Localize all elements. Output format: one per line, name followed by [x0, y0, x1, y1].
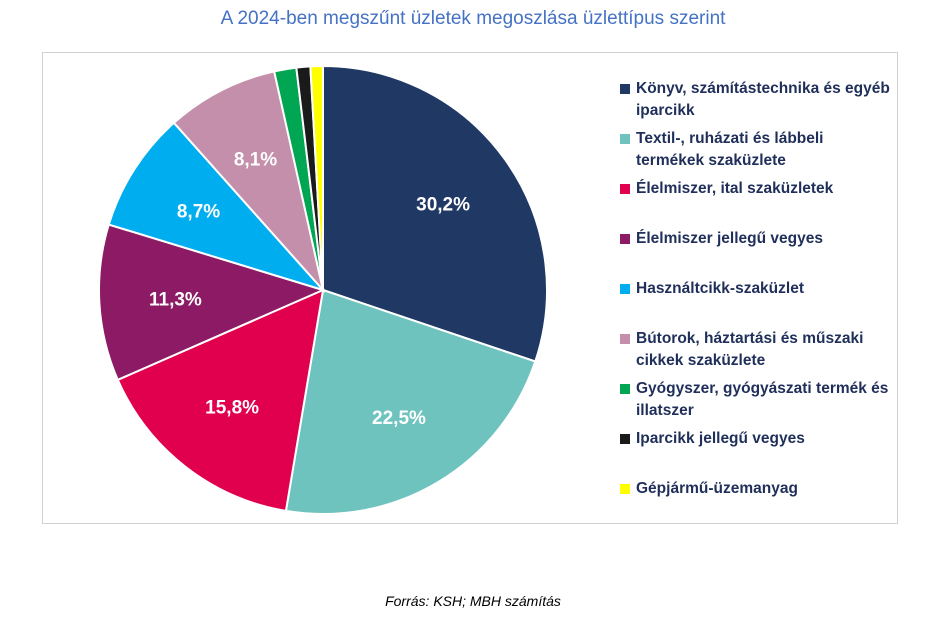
slice-label-2: 22,5% — [372, 408, 426, 429]
legend-item-9: Gépjármű-üzemanyag — [620, 478, 890, 500]
pie-data-labels: 30,2% 22,5% 15,8% 11,3% 8,7% 8,1% — [149, 149, 470, 428]
legend-item-3: Élelmiszer, ital szaküzletek — [620, 178, 890, 200]
legend-swatch — [620, 234, 630, 244]
legend-item-4: Élelmiszer jellegű vegyes — [620, 228, 890, 250]
legend-item-1: Könyv, számítástechnika és egyéb iparcik… — [620, 78, 890, 122]
legend-label: Gépjármű-üzemanyag — [636, 480, 798, 497]
slice-label-3: 15,8% — [205, 398, 259, 419]
slice-label-4: 11,3% — [149, 290, 202, 311]
legend-swatch — [620, 334, 630, 344]
legend-item-8: Iparcikk jellegű vegyes — [620, 428, 890, 450]
legend-label: Iparcikk jellegű vegyes — [636, 430, 805, 447]
legend-label: Élelmiszer, ital szaküzletek — [636, 180, 834, 197]
slice-label-1: 30,2% — [416, 195, 470, 216]
pie-slice-4 — [98, 223, 326, 382]
slice-label-6: 8,1% — [234, 149, 277, 170]
legend-swatch — [620, 434, 630, 444]
legend-item-6: Bútorok, háztartási és műszaki cikkek sz… — [620, 328, 890, 372]
chart-title: A 2024-ben megszűnt üzletek megoszlása ü… — [220, 8, 726, 29]
legend-item-2: Textil-, ruházati és lábbeli termékek sz… — [620, 128, 890, 172]
legend-swatch — [620, 484, 630, 494]
legend-swatch — [620, 184, 630, 194]
legend-label: Gyógyszer, gyógyászati termék és illatsz… — [636, 380, 889, 419]
source-note: Forrás: KSH; MBH számítás — [385, 593, 561, 609]
pie-slice-5 — [107, 121, 327, 292]
pie-slice-3 — [116, 288, 325, 513]
pie-slice-1 — [322, 64, 548, 363]
pie-slices — [98, 64, 548, 515]
legend-swatch — [620, 134, 630, 144]
legend-swatch — [620, 284, 630, 294]
legend-label: Textil-, ruházati és lábbeli termékek sz… — [636, 130, 824, 169]
pie-slice-9 — [309, 64, 324, 291]
legend-label: Használtcikk-szaküzlet — [636, 280, 804, 297]
legend-swatch — [620, 384, 630, 394]
legend-swatch — [620, 84, 630, 94]
pie-slice-2 — [284, 288, 537, 515]
legend-label: Bútorok, háztartási és műszaki cikkek sz… — [636, 330, 864, 369]
legend-item-5: Használtcikk-szaküzlet — [620, 278, 890, 300]
legend-label: Könyv, számítástechnika és egyéb iparcik… — [636, 80, 890, 119]
legend-item-7: Gyógyszer, gyógyászati termék és illatsz… — [620, 378, 890, 422]
slice-label-5: 8,7% — [177, 201, 220, 222]
legend-label: Élelmiszer jellegű vegyes — [636, 230, 823, 247]
